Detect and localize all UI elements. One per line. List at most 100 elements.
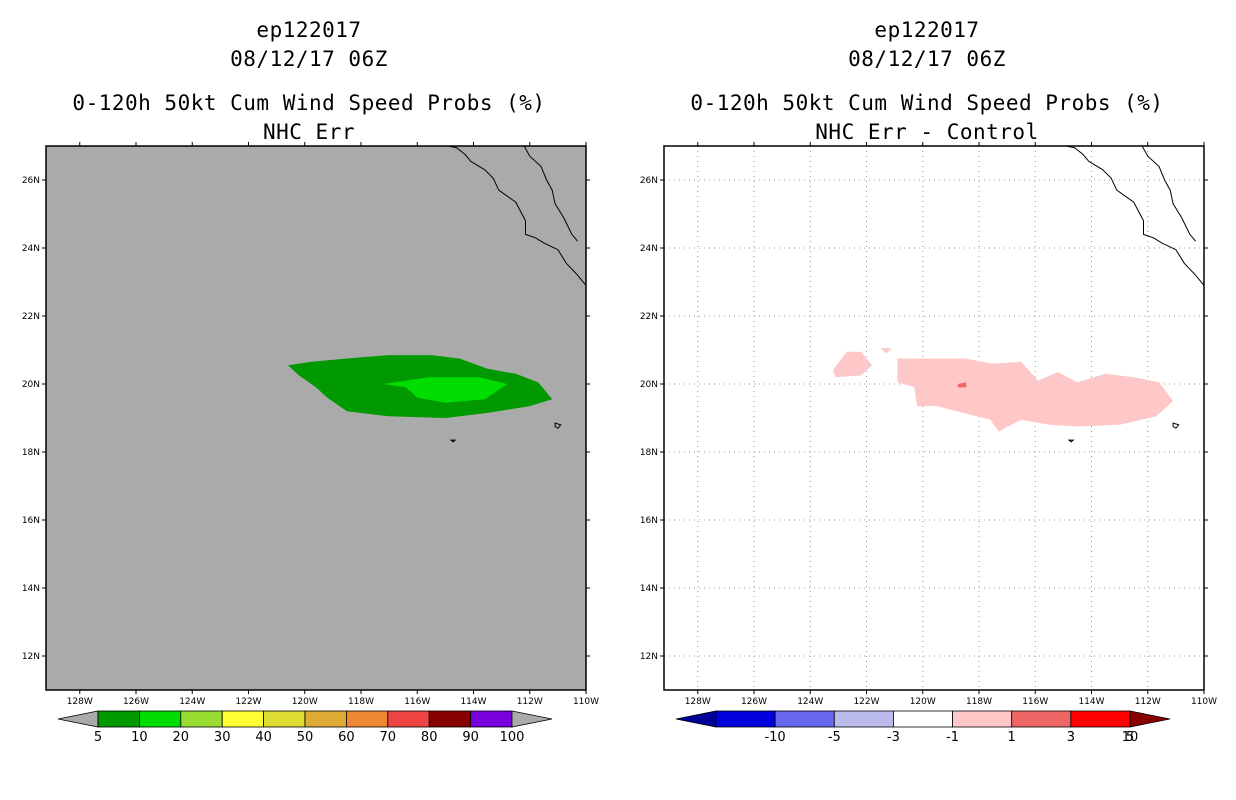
colorbar-label: 1	[1008, 730, 1016, 745]
subtitle: NHC Err	[262, 120, 355, 144]
x-tick-label: 122W	[853, 697, 879, 707]
colorbar-label: 80	[421, 730, 438, 745]
colorbar-label: 3	[1067, 730, 1075, 745]
y-tick-label: 18N	[22, 448, 40, 458]
product-title: 0-120h 50kt Cum Wind Speed Probs (%)	[72, 91, 546, 115]
wind-prob-diff-map: 128W 126W 124W 122W 120W 118W 116W 114W 112W 110W…	[640, 142, 1217, 745]
x-tick-label: 116W	[1022, 697, 1048, 707]
subtitle: NHC Err - Control	[815, 120, 1039, 144]
y-tick-label: 16N	[22, 516, 40, 526]
x-tick-label: 112W	[517, 697, 543, 707]
map-frame	[663, 145, 1205, 691]
x-tick-label: 112W	[1135, 697, 1161, 707]
y-tick-label: 24N	[640, 244, 658, 254]
colorbar-swatch	[1070, 710, 1131, 728]
colorbar-swatch	[893, 710, 953, 728]
x-tick-label: 118W	[966, 697, 992, 707]
x-tick-label: 110W	[573, 697, 599, 707]
x-tick-label: 114W	[1078, 697, 1104, 707]
colorbar-label: 50	[297, 730, 314, 745]
colorbar-swatch	[774, 710, 835, 728]
x-tick-label: 120W	[292, 697, 318, 707]
colorbar-swatch	[345, 710, 389, 728]
right-panel: ep122017 08/12/17 06Z 0-120h 50kt Cum Wi…	[618, 0, 1236, 800]
colorbar-label: 100	[500, 730, 525, 745]
island	[1067, 439, 1075, 443]
colorbar-label: 30	[214, 730, 231, 745]
colorbar-swatch	[1011, 710, 1072, 728]
coastline	[1141, 145, 1196, 242]
y-tick-label: 24N	[22, 244, 40, 254]
y-tick-label: 16N	[640, 516, 658, 526]
colorbar-swatch	[180, 710, 223, 728]
colorbar-swatch	[304, 710, 347, 728]
map-frame	[45, 145, 587, 691]
wind-prob-map: 128W 126W 124W 122W 120W 118W 116W 114W 112W 110W…	[22, 142, 599, 745]
coastline	[1066, 145, 1205, 286]
x-tick-label: 126W	[123, 697, 149, 707]
contour-1-3	[880, 348, 892, 354]
x-tick-label: 124W	[179, 697, 205, 707]
colorbar-swatch	[387, 710, 430, 728]
contour-3-5	[957, 382, 967, 388]
left-panel: ep122017 08/12/17 06Z 0-120h 50kt Cum Wi…	[22, 18, 599, 745]
colorbar-label: 5	[1126, 730, 1134, 745]
product-title: 0-120h 50kt Cum Wind Speed Probs (%)	[690, 91, 1164, 115]
colorbar-swatch	[952, 710, 1013, 728]
colorbar-label: 20	[173, 730, 190, 745]
colorbar-swatch	[470, 710, 513, 728]
x-tick-label: 116W	[404, 697, 430, 707]
colorbar-label: -5	[828, 730, 841, 745]
x-tick-label: 120W	[910, 697, 936, 707]
map-background	[46, 146, 586, 690]
y-tick-label: 20N	[22, 380, 40, 390]
y-tick-label: 26N	[640, 176, 658, 186]
colorbar-swatch	[715, 710, 776, 728]
y-tick-label: 12N	[22, 652, 40, 662]
colorbar-label: 10	[131, 730, 148, 745]
colorbar-swatch	[221, 710, 264, 728]
x-tick-label: 126W	[741, 697, 767, 707]
y-tick-label: 18N	[640, 448, 658, 458]
x-tick-label: 128W	[685, 697, 711, 707]
colorbar-label: -1	[946, 730, 959, 745]
colorbar-swatch	[428, 710, 472, 728]
colorbar-high-arrow	[511, 710, 553, 728]
colorbar-label: 70	[380, 730, 397, 745]
x-tick-label: 110W	[1191, 697, 1217, 707]
coastline	[523, 145, 578, 242]
island	[1172, 422, 1180, 429]
time-title: 08/12/17 06Z	[230, 47, 388, 71]
contour-1-3	[897, 358, 1174, 432]
y-tick-label: 14N	[640, 584, 658, 594]
y-tick-label: 26N	[22, 176, 40, 186]
colorbar-swatch	[263, 710, 306, 728]
y-tick-label: 12N	[640, 652, 658, 662]
contour-10-20	[383, 377, 508, 403]
colorbar-low-arrow	[57, 710, 99, 728]
x-tick-label: 128W	[67, 697, 93, 707]
colorbar-label: -3	[887, 730, 900, 745]
x-tick-label: 124W	[797, 697, 823, 707]
y-tick-label: 14N	[22, 584, 40, 594]
colorbar-label: 40	[255, 730, 272, 745]
colorbar-swatch	[138, 710, 182, 728]
colorbar-label: 60	[338, 730, 355, 745]
island	[449, 439, 457, 443]
x-tick-label: 122W	[235, 697, 261, 707]
x-tick-label: 118W	[348, 697, 374, 707]
colorbar-label: 90	[462, 730, 479, 745]
island	[554, 422, 562, 429]
storm-id-title: ep122017	[256, 18, 362, 42]
colorbar-low-arrow	[675, 710, 717, 728]
time-title: 08/12/17 06Z	[848, 47, 1006, 71]
coastline	[448, 145, 587, 286]
y-tick-label: 22N	[640, 312, 658, 322]
x-tick-label: 114W	[460, 697, 486, 707]
contour-1-3	[832, 351, 873, 378]
colorbar-high-arrow	[1129, 710, 1171, 728]
colorbar-swatch	[97, 710, 140, 728]
colorbar-label: 10	[1122, 730, 1139, 745]
y-tick-label: 22N	[22, 312, 40, 322]
storm-id-title: ep122017	[874, 18, 980, 42]
